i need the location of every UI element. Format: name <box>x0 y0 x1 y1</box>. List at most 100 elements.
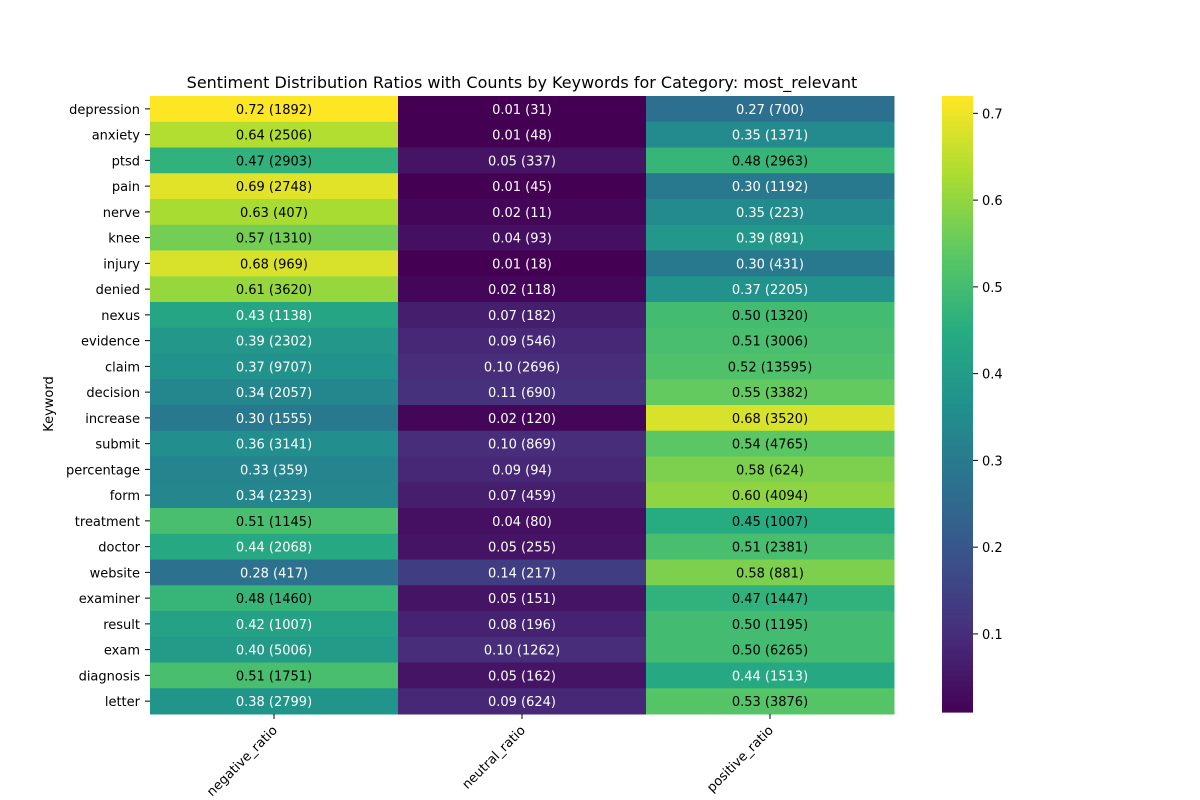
cell-annotation: 0.30 (1555) <box>236 412 312 427</box>
heatmap-cell <box>398 662 647 689</box>
heatmap-cell <box>646 302 895 329</box>
colorbar-gradient-band <box>942 291 973 297</box>
heatmap-cells <box>150 96 895 715</box>
cell-annotation: 0.01 (31) <box>492 103 552 118</box>
y-tick-label: submit <box>95 438 140 453</box>
colorbar-gradient-band <box>942 558 973 564</box>
heatmap-cell <box>398 636 647 663</box>
heatmap-cell <box>150 147 399 174</box>
colorbar-gradient-band <box>942 706 973 713</box>
colorbar-gradient-band <box>942 229 973 236</box>
colorbar-gradient-band <box>942 116 973 123</box>
cell-annotation: 0.04 (93) <box>492 232 552 247</box>
y-tick-label: denied <box>96 283 140 298</box>
heatmap-cell <box>150 121 399 148</box>
heatmap-cell <box>150 96 399 123</box>
colorbar-gradient-band <box>942 178 973 184</box>
colorbar-gradient-band <box>942 501 973 508</box>
heatmap-cell <box>150 224 399 251</box>
cell-annotation: 0.04 (80) <box>492 515 552 530</box>
y-tick-label: result <box>103 618 140 633</box>
colorbar-gradient-band <box>942 306 973 313</box>
heatmap-cell <box>150 302 399 329</box>
colorbar-gradient-band <box>942 568 973 574</box>
colorbar-gradient-band <box>942 614 973 621</box>
colorbar-gradient-band <box>942 198 973 205</box>
cell-annotation: 0.51 (3006) <box>732 335 808 350</box>
heatmap-cell <box>398 559 647 586</box>
cell-annotations: 0.72 (1892) 0.01 (31) 0.27 (700) 0.64 (2506… <box>236 103 812 710</box>
colorbar-gradient-band <box>942 583 973 590</box>
cell-annotation: 0.60 (4094) <box>732 489 808 504</box>
y-tick-label: form <box>110 489 140 504</box>
y-tick-label: doctor <box>98 541 140 556</box>
cell-annotation: 0.37 (9707) <box>236 360 312 375</box>
colorbar-gradient-band <box>942 393 973 400</box>
colorbar-gradient-band <box>942 208 973 215</box>
heatmap-cell <box>646 482 895 509</box>
heatmap-cell <box>646 327 895 354</box>
cell-annotation: 0.39 (891) <box>736 232 804 247</box>
cell-annotation: 0.09 (624) <box>488 695 556 710</box>
heatmap-cell <box>646 585 895 612</box>
colorbar-tick-label: 0.1 <box>982 628 1003 643</box>
heatmap-cell <box>646 121 895 148</box>
cell-annotation: 0.34 (2323) <box>236 489 312 504</box>
heatmap-cell <box>398 199 647 226</box>
heatmap-cell <box>150 250 399 277</box>
colorbar-gradient-band <box>942 173 973 179</box>
colorbar-gradient-band <box>942 373 973 379</box>
heatmap-cell <box>150 379 399 406</box>
colorbar-gradient-band <box>942 265 973 272</box>
cell-annotation: 0.11 (690) <box>488 386 556 401</box>
heatmap-cell <box>646 508 895 535</box>
y-tick-label: nexus <box>101 309 140 324</box>
cell-annotation: 0.05 (255) <box>488 541 556 556</box>
colorbar-gradient-band <box>942 383 973 390</box>
colorbar-gradient-band <box>942 362 973 369</box>
cell-annotation: 0.53 (3876) <box>732 695 808 710</box>
colorbar-gradient-band <box>942 522 973 528</box>
colorbar-gradient-band <box>942 419 973 426</box>
heatmap-cell <box>646 636 895 663</box>
colorbar-gradient-band <box>942 219 973 225</box>
heatmap-cell <box>398 327 647 354</box>
x-tick-label: neutral_ratio <box>460 723 529 792</box>
heatmap-cell <box>398 121 647 148</box>
heatmap-cell <box>398 482 647 509</box>
heatmap-cell <box>398 456 647 483</box>
heatmap-cell <box>646 559 895 586</box>
colorbar-gradient-band <box>942 655 973 662</box>
heatmap-cell <box>398 224 647 251</box>
y-tick-label: claim <box>105 360 140 375</box>
heatmap-cell <box>646 147 895 174</box>
y-tick-label: letter <box>105 695 141 710</box>
colorbar-gradient-band <box>942 255 973 261</box>
colorbar-gradient-band <box>942 162 973 169</box>
colorbar-gradient-band <box>942 563 973 569</box>
heatmap-cell <box>150 199 399 226</box>
y-tick-label: exam <box>104 644 140 659</box>
colorbar-tick-label: 0.4 <box>982 368 1003 383</box>
colorbar-gradient-band <box>942 450 973 456</box>
cell-annotation: 0.40 (5006) <box>236 644 312 659</box>
y-tick-label: decision <box>86 386 140 401</box>
cell-annotation: 0.48 (2963) <box>732 154 808 169</box>
cell-annotation: 0.09 (94) <box>492 463 552 478</box>
cell-annotation: 0.57 (1310) <box>236 232 312 247</box>
y-tick-label: nerve <box>103 206 140 221</box>
heatmap-cell <box>150 688 399 715</box>
colorbar-gradient-band <box>942 234 973 241</box>
cell-annotation: 0.38 (2799) <box>236 695 312 710</box>
colorbar-gradient-band <box>942 578 973 585</box>
colorbar-gradient-band <box>942 547 973 554</box>
heatmap-cell <box>150 482 399 509</box>
colorbar-gradient-band <box>942 455 973 462</box>
heatmap-cell <box>646 224 895 251</box>
cell-annotation: 0.08 (196) <box>488 618 556 633</box>
colorbar-gradient-band <box>942 357 973 364</box>
heatmap-cell <box>646 276 895 303</box>
heatmap-cell <box>398 405 647 432</box>
heatmap-cell <box>398 276 647 303</box>
cell-annotation: 0.50 (6265) <box>732 644 808 659</box>
